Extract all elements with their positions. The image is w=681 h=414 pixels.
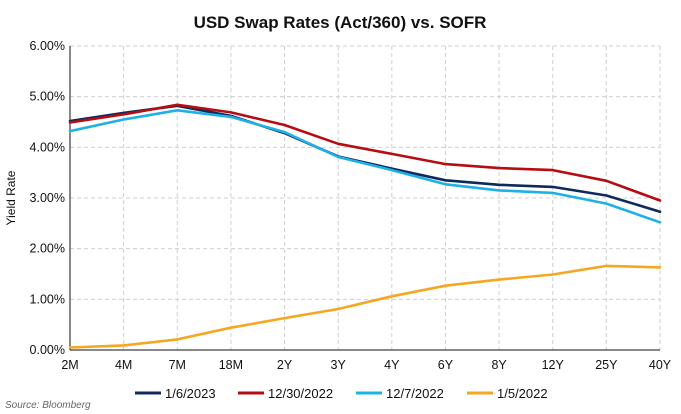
- x-tick-label: 4M: [115, 358, 132, 372]
- y-tick-label: 6.00%: [30, 39, 65, 53]
- y-axis-label: Yield Rate: [4, 170, 18, 225]
- series-line: [68, 109, 662, 224]
- x-tick-label: 2M: [61, 358, 78, 372]
- x-tick-label: 8Y: [491, 358, 507, 372]
- y-tick-label: 2.00%: [30, 242, 65, 256]
- y-tick-label: 4.00%: [30, 140, 65, 154]
- legend: 1/6/2023 12/30/2022 12/7/2022 1/5/2022: [135, 386, 548, 401]
- source-note: Source: Bloomberg: [5, 400, 91, 411]
- y-axis-ticks: 0.00% 1.00% 2.00% 3.00% 4.00% 5.00% 6.00%: [30, 39, 65, 357]
- series-line: [68, 103, 662, 202]
- y-tick-label: 1.00%: [30, 292, 65, 306]
- x-axis-ticks: 2M 4M 7M 18M 2Y 3Y 4Y 6Y 8Y 12Y 25Y 40Y: [61, 358, 671, 372]
- x-tick-label: 12Y: [542, 358, 565, 372]
- series-line: [68, 264, 662, 349]
- x-tick-label: 40Y: [649, 358, 672, 372]
- legend-label: 1/6/2023: [165, 386, 216, 401]
- y-tick-label: 0.00%: [30, 343, 65, 357]
- legend-label: 12/30/2022: [268, 386, 333, 401]
- x-tick-label: 25Y: [595, 358, 618, 372]
- x-tick-label: 18M: [219, 358, 243, 372]
- legend-label: 12/7/2022: [386, 386, 444, 401]
- y-tick-label: 5.00%: [30, 90, 65, 104]
- legend-label: 1/5/2022: [497, 386, 548, 401]
- x-tick-label: 6Y: [438, 358, 454, 372]
- x-tick-label: 3Y: [331, 358, 347, 372]
- x-tick-label: 4Y: [384, 358, 400, 372]
- chart-title: USD Swap Rates (Act/360) vs. SOFR: [194, 13, 487, 32]
- x-tick-label: 7M: [169, 358, 186, 372]
- grid: [70, 45, 661, 350]
- series-lines: [68, 103, 662, 349]
- x-tick-label: 2Y: [277, 358, 293, 372]
- y-tick-label: 3.00%: [30, 191, 65, 205]
